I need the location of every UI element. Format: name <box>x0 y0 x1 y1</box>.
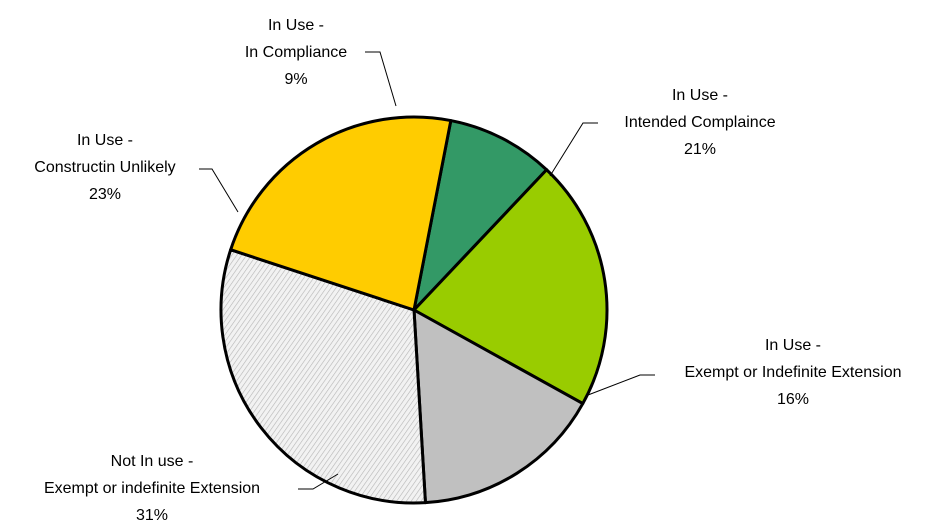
pie-slice-1 <box>412 119 549 312</box>
slice-label: Exempt or Indefinite Extension <box>684 364 901 381</box>
leader-line-2 <box>549 122 598 177</box>
slice-percent-label: 23% <box>89 186 121 203</box>
slice-label: In Use - <box>77 132 133 149</box>
slice-labels: In Use - In Compliance 9% In Use - Intended … <box>34 17 901 524</box>
slice-label: Constructin Unlikely <box>34 159 175 176</box>
slice-label: In Use - <box>268 17 324 34</box>
slice-label: Intended Complaince <box>624 114 775 131</box>
leader-lines <box>199 51 655 490</box>
slice-label: In Use - <box>765 337 821 354</box>
slice-label: In Use - <box>672 87 728 104</box>
slice-label: Not In use - <box>111 453 194 470</box>
pie-slice-2 <box>412 168 609 406</box>
pie-slice-5 <box>229 115 453 312</box>
pie-slice-4 <box>219 248 427 505</box>
leader-line-4 <box>298 473 339 490</box>
pie-slices <box>219 115 609 505</box>
slice-percent-label: 31% <box>136 507 168 524</box>
leader-line-3 <box>587 374 655 396</box>
slice-percent-label: 21% <box>684 141 716 158</box>
slice-label: Exempt or indefinite Extension <box>44 480 260 497</box>
slice-percent-label: 9% <box>284 71 307 88</box>
slice-percent-label: 16% <box>777 391 809 408</box>
pie-slice-3 <box>412 308 585 505</box>
leader-line-1 <box>365 51 397 107</box>
slice-label: In Compliance <box>245 44 347 61</box>
leader-line-5 <box>199 168 239 213</box>
